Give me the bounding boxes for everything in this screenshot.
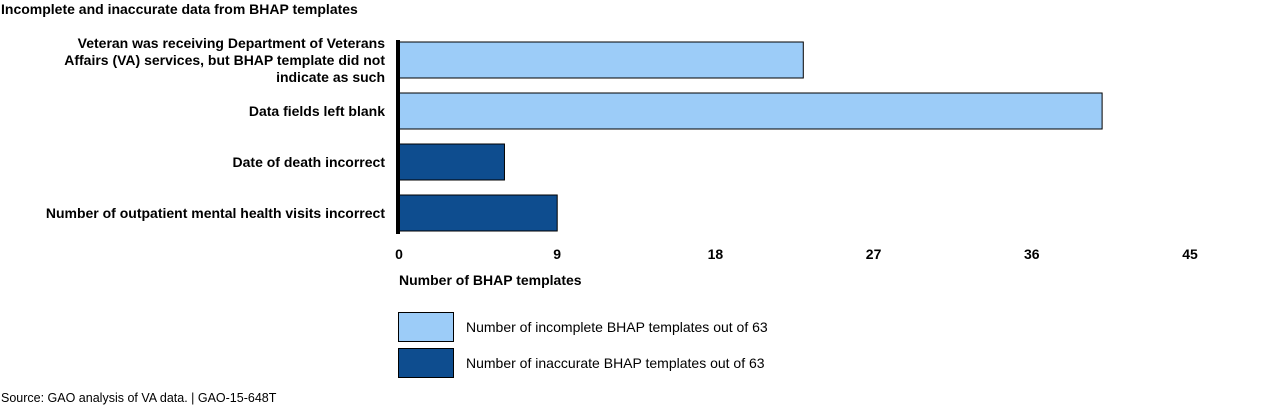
bar-inaccurate-3 — [398, 194, 558, 232]
category-label-3-0: Number of outpatient mental health visit… — [46, 205, 386, 221]
chart-title: Incomplete and inaccurate data from BHAP… — [1, 1, 358, 17]
x-tick-label-0: 0 — [395, 246, 403, 262]
x-tick-label-5: 45 — [1182, 246, 1198, 262]
legend-item-incomplete: Number of incomplete BHAP templates out … — [398, 312, 878, 344]
bar-chart: Veteran was receiving Department of Vete… — [46, 35, 1198, 288]
legend-label-incomplete: Number of incomplete BHAP templates out … — [466, 319, 768, 335]
x-tick-label-1: 9 — [553, 246, 561, 262]
category-label-0-2: indicate as such — [276, 69, 385, 85]
category-label-1-0: Data fields left blank — [249, 103, 385, 119]
bar-inaccurate-2 — [398, 143, 505, 181]
legend-swatch-inaccurate — [398, 348, 454, 378]
bar-incomplete-0 — [398, 41, 804, 79]
x-tick-label-2: 18 — [708, 246, 724, 262]
legend-swatch-incomplete — [398, 312, 454, 342]
legend-item-inaccurate: Number of inaccurate BHAP templates out … — [398, 348, 878, 380]
category-label-0-1: Affairs (VA) services, but BHAP template… — [64, 52, 385, 68]
source-note: Source: GAO analysis of VA data. | GAO-1… — [1, 391, 277, 405]
x-axis-title: Number of BHAP templates — [399, 272, 582, 288]
x-tick-label-3: 27 — [866, 246, 882, 262]
category-label-0-0: Veteran was receiving Department of Vete… — [78, 35, 386, 51]
category-label-2-0: Date of death incorrect — [233, 154, 386, 170]
x-tick-label-4: 36 — [1024, 246, 1040, 262]
legend-label-inaccurate: Number of inaccurate BHAP templates out … — [466, 355, 765, 371]
bar-incomplete-1 — [398, 92, 1103, 130]
